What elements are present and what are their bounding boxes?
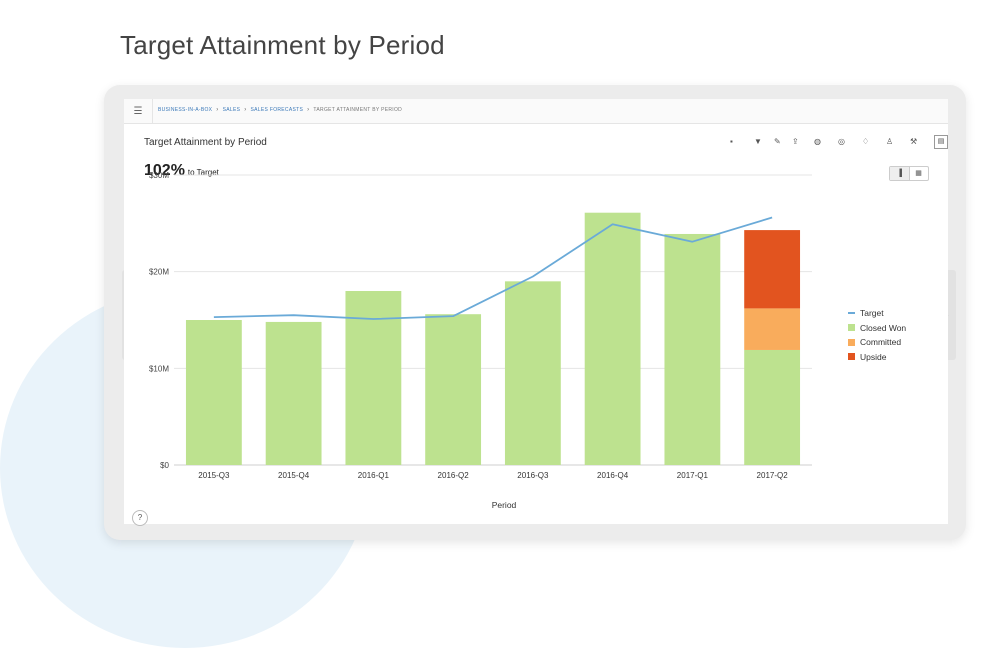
bar-closed-won [584,212,641,465]
chart-legend: Target Closed Won Committed Upside [848,306,906,364]
x-tick-label: 2016-Q2 [438,471,470,480]
legend-label: Target [860,308,884,319]
y-tick-label: $20M [149,268,169,277]
y-tick-label: $30M [149,171,169,180]
filter-icon[interactable]: ▼ [754,137,762,146]
x-axis: 2015-Q3 2015-Q4 2016-Q1 2016-Q2 2016-Q3 2016-… [198,471,788,480]
bar-closed-won [664,233,721,465]
bar-chart-icon[interactable]: ▐ [890,167,910,180]
breadcrumb: BUSINESS-IN-A-BOX › SALES › SALES FORECASTS ›… [158,107,402,113]
x-tick-label: 2016-Q3 [517,471,549,480]
legend-swatch-closed-won [848,324,855,332]
hamburger-menu-icon[interactable]: ☰ [124,99,153,123]
x-tick-label: 2015-Q3 [198,471,230,480]
breadcrumb-item-sales-forecasts[interactable]: SALES FORECASTS [250,107,304,113]
globe-icon[interactable]: ◍ [814,137,821,146]
app-screen: ☰ BUSINESS-IN-A-BOX › SALES › SALES FORECAST… [124,99,948,526]
panel-icon[interactable]: ▤ [934,135,948,149]
user-icon[interactable]: ♙ [886,137,894,146]
x-tick-label: 2017-Q2 [757,471,789,480]
legend-item-target[interactable]: Target [848,306,906,321]
table-icon[interactable]: ▦ [915,170,922,177]
legend-label: Committed [860,337,902,348]
bar-closed-won [504,281,561,465]
bell-icon[interactable]: ♢ [862,137,870,146]
chevron-right-icon: › [216,107,219,113]
bars [185,212,801,465]
x-axis-title: Period [492,500,517,510]
bar-closed-won [185,320,242,465]
comment-icon[interactable]: ▪ [730,137,733,146]
edit-icon[interactable]: ✎ [774,137,781,146]
breadcrumb-item-current: TARGET ATTAINMENT BY PERIOD [313,107,403,113]
legend-item-upside[interactable]: Upside [848,350,906,365]
chevron-right-icon: › [244,107,247,113]
bar-closed-won [425,314,482,465]
page-heading: Target Attainment by Period [120,30,445,60]
legend-label: Upside [860,351,887,362]
x-tick-label: 2016-Q4 [597,471,629,480]
x-tick-label: 2016-Q1 [358,471,390,480]
legend-label: Closed Won [860,322,907,333]
top-bar: ☰ BUSINESS-IN-A-BOX › SALES › SALES FORECAST… [124,99,948,124]
kpi-label: to Target [187,168,219,177]
y-axis: $0 $10M $20M $30M [149,171,170,470]
breadcrumb-item-sales[interactable]: SALES [222,107,241,113]
bar-committed [744,308,801,350]
chart: $0 $10M $20M $30M 2015-Q3 2015-Q4 2016-Q1 2016… [149,171,812,510]
report-title: Target Attainment by Period [144,137,267,148]
target-icon[interactable]: ◎ [838,137,845,146]
legend-item-committed[interactable]: Committed [848,335,906,350]
legend-swatch-upside [848,353,855,361]
export-icon[interactable]: ⇪ [792,137,799,146]
legend-line-target [848,312,855,315]
bar-closed-won [265,321,322,465]
bar-upside [744,230,801,309]
bar-closed-won [744,349,801,465]
legend-item-closed-won[interactable]: Closed Won [848,321,906,336]
report-toolbar: ▪ ▼ ✎ ⇪ ◍ ◎ ♢ ♙ ⚒ [728,137,948,151]
breadcrumb-item-business-in-a-box[interactable]: BUSINESS-IN-A-BOX [158,107,213,113]
target-line [213,216,773,320]
legend-swatch-committed [848,338,855,346]
x-tick-label: 2017-Q1 [677,471,709,480]
y-tick-label: $10M [149,364,169,373]
wrench-icon[interactable]: ⚒ [910,137,918,146]
bar-closed-won [345,291,402,465]
chevron-right-icon: › [307,107,310,113]
y-tick-label: $0 [160,461,169,470]
x-tick-label: 2015-Q4 [278,471,310,480]
help-button[interactable]: ? [132,510,148,526]
target-line-layer [213,216,773,320]
view-toggle: ▐ ▦ [889,166,929,181]
tablet-frame: ‹ › ☰ BUSINESS-IN-A-BOX›SALES›SALES FORE… [104,85,966,540]
